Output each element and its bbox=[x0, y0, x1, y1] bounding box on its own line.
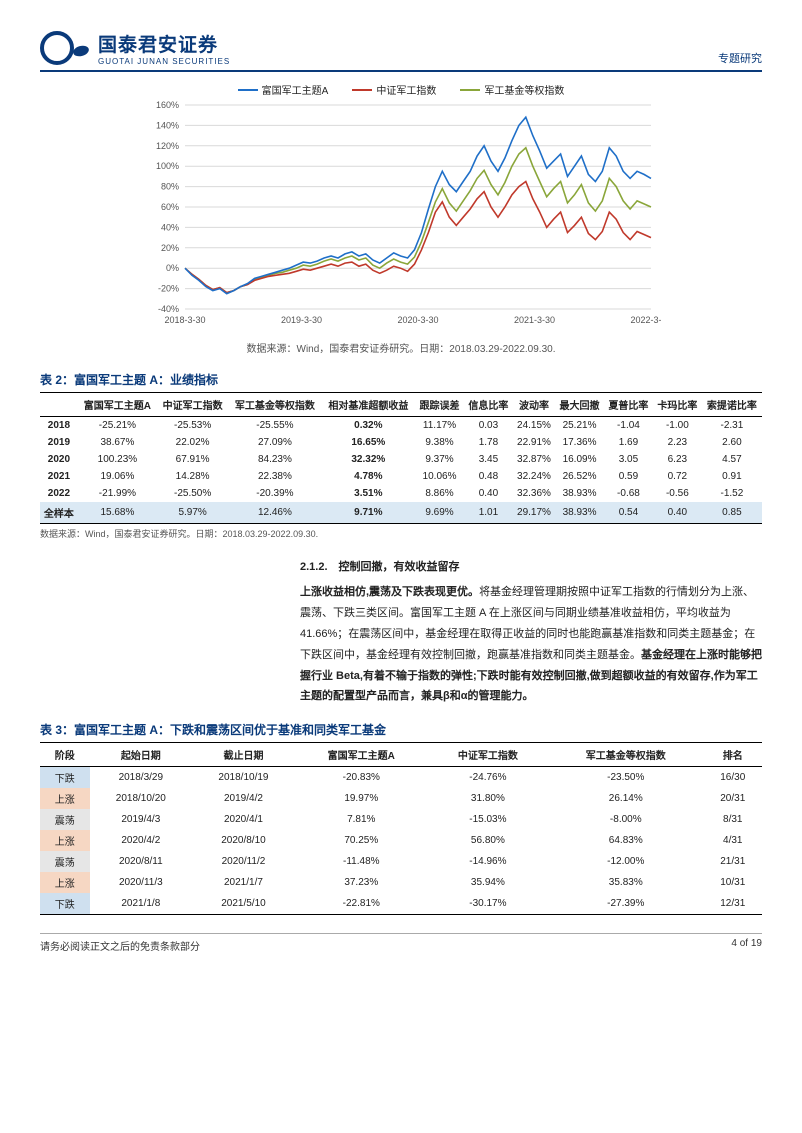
legend-item: 富国军工主题A bbox=[238, 82, 329, 97]
performance-chart: 富国军工主题A 中证军工指数 军工基金等权指数 -40% -20% 0% 20% 40% 60… bbox=[141, 82, 661, 334]
brand-logo: 国泰君安证券 GUOTAI JUNAN SECURITIES bbox=[40, 30, 230, 66]
svg-text:160%: 160% bbox=[156, 101, 179, 110]
para-open: 上涨收益相仿,震荡及下跌表现更优。 bbox=[300, 586, 479, 598]
svg-text:2018-3-30: 2018-3-30 bbox=[164, 315, 205, 325]
svg-text:120%: 120% bbox=[156, 141, 179, 151]
svg-text:20%: 20% bbox=[161, 243, 179, 253]
table-phase-compare: 阶段起始日期截止日期富国军工主题A中证军工指数军工基金等权指数排名下跌2018/… bbox=[40, 742, 762, 915]
svg-text:0%: 0% bbox=[166, 263, 179, 273]
table-performance-metrics: 富国军工主题A中证军工指数军工基金等权指数相对基准超额收益跟踪误差信息比率波动率… bbox=[40, 392, 762, 524]
report-category: 专题研究 bbox=[718, 50, 762, 66]
legend-item: 军工基金等权指数 bbox=[460, 82, 564, 97]
legend-item: 中证军工指数 bbox=[352, 82, 436, 97]
section-paragraph: 上涨收益相仿,震荡及下跌表现更优。将基金经理管理期按照中证军工指数的行情划分为上… bbox=[300, 582, 762, 707]
footer-page-number: 4 of 19 bbox=[731, 938, 762, 953]
svg-text:-40%: -40% bbox=[158, 304, 179, 314]
svg-text:140%: 140% bbox=[156, 120, 179, 130]
page-footer: 请务必阅读正文之后的免责条款部分 4 of 19 bbox=[40, 933, 762, 953]
svg-text:2019-3-30: 2019-3-30 bbox=[281, 315, 322, 325]
table2-source: 数据来源：Wind，国泰君安证券研究。日期：2018.03.29-2022.09… bbox=[40, 527, 762, 540]
footer-disclaimer: 请务必阅读正文之后的免责条款部分 bbox=[40, 938, 200, 953]
table2-title: 表 2：富国军工主题 A：业绩指标 bbox=[40, 371, 762, 388]
svg-text:2020-3-30: 2020-3-30 bbox=[397, 315, 438, 325]
svg-text:100%: 100% bbox=[156, 161, 179, 171]
logo-icon bbox=[40, 31, 74, 65]
page-header: 国泰君安证券 GUOTAI JUNAN SECURITIES 专题研究 bbox=[40, 30, 762, 72]
section-subhead: 2.1.2. 控制回撤，有效收益留存 bbox=[300, 558, 762, 574]
svg-text:2021-3-30: 2021-3-30 bbox=[514, 315, 555, 325]
svg-text:60%: 60% bbox=[161, 202, 179, 212]
brand-name-cn: 国泰君安证券 bbox=[98, 30, 230, 57]
svg-text:40%: 40% bbox=[161, 222, 179, 232]
svg-text:2022-3-30: 2022-3-30 bbox=[630, 315, 661, 325]
svg-text:-20%: -20% bbox=[158, 284, 179, 294]
table3-title: 表 3：富国军工主题 A：下跌和震荡区间优于基准和同类军工基金 bbox=[40, 721, 762, 738]
chart-source: 数据来源：Wind，国泰君安证券研究。日期：2018.03.29-2022.09… bbox=[40, 340, 762, 355]
svg-text:80%: 80% bbox=[161, 182, 179, 192]
brand-name-en: GUOTAI JUNAN SECURITIES bbox=[98, 57, 230, 66]
